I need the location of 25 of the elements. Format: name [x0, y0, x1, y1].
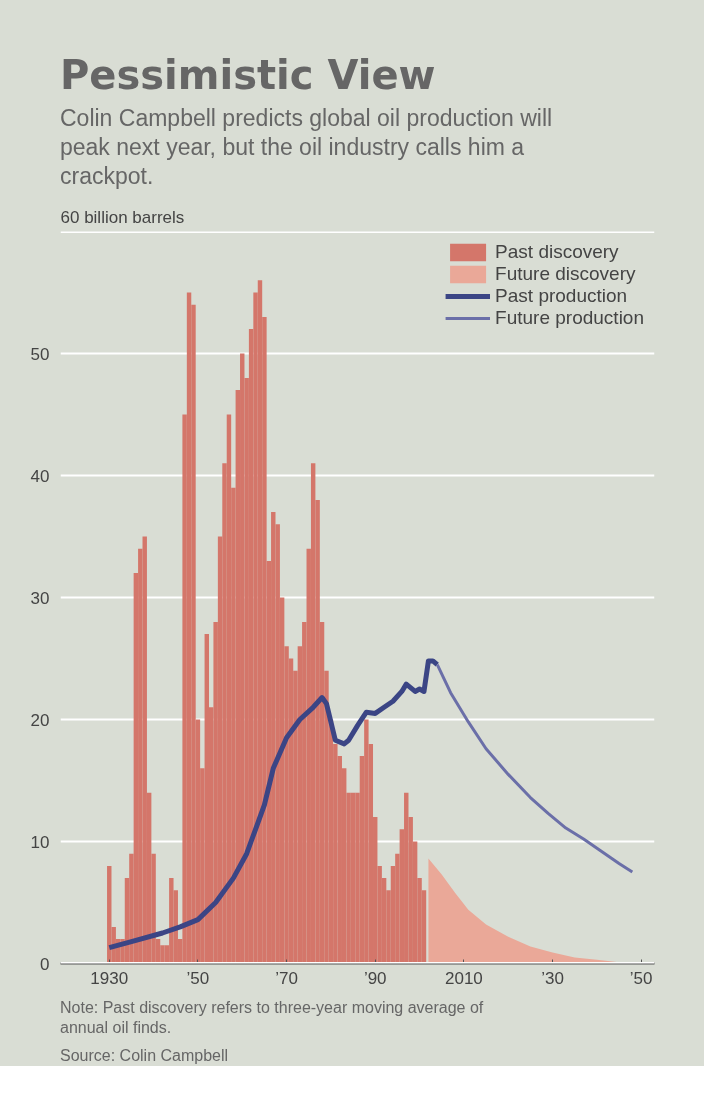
- legend-label: Past discovery: [495, 241, 619, 264]
- chart-subtitle: Colin Campbell predicts global oil production will peak next year, but the oil industry calls him a crackpot.: [60, 104, 554, 191]
- legend-label: Past production: [495, 285, 628, 308]
- y-tick-label: 50: [30, 344, 50, 364]
- y-tick-label: 0: [40, 954, 50, 974]
- x-tick-label: ’30: [541, 968, 564, 988]
- bar: [364, 719, 369, 964]
- y-tick-label: 20: [30, 710, 50, 730]
- y-axis-title: 60 billion barrels: [60, 207, 185, 227]
- x-tick-label: ’90: [363, 968, 387, 988]
- y-tick-label: 10: [30, 832, 50, 852]
- bar: [169, 878, 174, 964]
- y-tick-label: 30: [30, 588, 50, 608]
- text: Note: Past discovery refers to three-year moving average of annual oil finds.: [60, 998, 485, 1039]
- line-series: [435, 663, 634, 874]
- legend-label: Future production: [495, 307, 644, 330]
- chart-title: Pessimistic View: [60, 51, 436, 100]
- y-tick-label: 40: [30, 466, 50, 486]
- source-note: Source: Colin Campbell: [60, 1046, 229, 1067]
- x-tick-label: 1930: [90, 968, 129, 988]
- x-tick-label: ’50: [629, 968, 653, 988]
- x-tick-label: 2010: [444, 968, 483, 988]
- x-tick-label: ’70: [275, 968, 298, 988]
- legend-label: Future discovery: [495, 263, 636, 286]
- x-tick-label: ’50: [186, 968, 210, 988]
